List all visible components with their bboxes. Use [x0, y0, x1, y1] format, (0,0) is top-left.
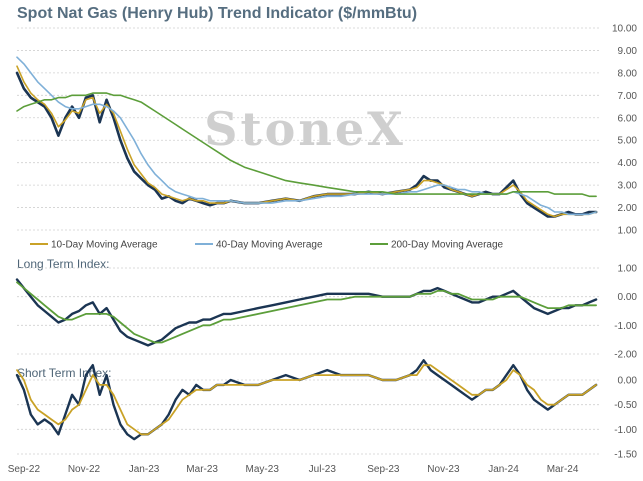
x-axis: Sep-22 Nov-22 Jan-23 Mar-23 May-23 Jul-23 Sep-…: [8, 464, 579, 475]
main-ytick-label: 4.00: [618, 158, 638, 169]
x-tick-label: Mar-23: [186, 464, 218, 475]
x-tick-label: May-23: [246, 464, 280, 475]
main-ytick-label: 10.00: [612, 24, 637, 35]
short-ytick-label: 0.00: [618, 376, 638, 387]
short-index-signal-line: [16, 364, 597, 436]
long-ytick-label: 0.00: [618, 292, 638, 303]
main-ytick-label: 6.00: [618, 113, 638, 124]
legend-label: 10-Day Moving Average: [51, 240, 158, 251]
main-ytick-label: 2.00: [618, 203, 638, 214]
long-panel-series: [15, 278, 598, 347]
ma10-line: [16, 65, 597, 218]
long-index-line: [15, 278, 598, 347]
short-term-index-label: Short Term Index:: [17, 366, 112, 380]
x-tick-label: Sep-23: [367, 464, 400, 475]
long-ytick-label: 1.00: [618, 264, 638, 275]
long-ytick-label: -2.00: [614, 350, 637, 361]
main-panel-series: [15, 56, 598, 218]
legend-label: 200-Day Moving Average: [391, 240, 504, 251]
x-tick-label: Sep-22: [8, 464, 41, 475]
x-tick-label: Jul-23: [309, 464, 337, 475]
legend: 10-Day Moving Average 40-Day Moving Avera…: [30, 240, 504, 251]
short-ytick-label: -1.00: [614, 425, 637, 436]
x-tick-label: Nov-23: [427, 464, 460, 475]
legend-label: 40-Day Moving Average: [216, 240, 323, 251]
ma200-line: [16, 92, 597, 198]
short-panel-series: [15, 359, 598, 441]
main-ytick-label: 3.00: [618, 181, 638, 192]
watermark: StoneX: [204, 102, 406, 156]
main-ytick-label: 5.00: [618, 136, 638, 147]
main-ytick-label: 8.00: [618, 68, 638, 79]
x-tick-label: Mar-24: [547, 464, 579, 475]
main-ytick-label: 1.00: [618, 226, 638, 237]
long-index-signal-line: [16, 281, 597, 344]
long-term-index-label: Long Term Index:: [17, 257, 110, 271]
x-tick-label: Jan-23: [129, 464, 160, 475]
x-tick-label: Jan-24: [488, 464, 519, 475]
x-tick-label: Nov-22: [68, 464, 101, 475]
main-ytick-label: 7.00: [618, 91, 638, 102]
short-ytick-label: -0.50: [614, 400, 637, 411]
long-ytick-label: -1.00: [614, 321, 637, 332]
short-ytick-label: -1.50: [614, 450, 637, 461]
main-ytick-label: 9.00: [618, 46, 638, 57]
chart-title: Spot Nat Gas (Henry Hub) Trend Indicator…: [17, 5, 418, 22]
short-index-line: [15, 359, 598, 441]
